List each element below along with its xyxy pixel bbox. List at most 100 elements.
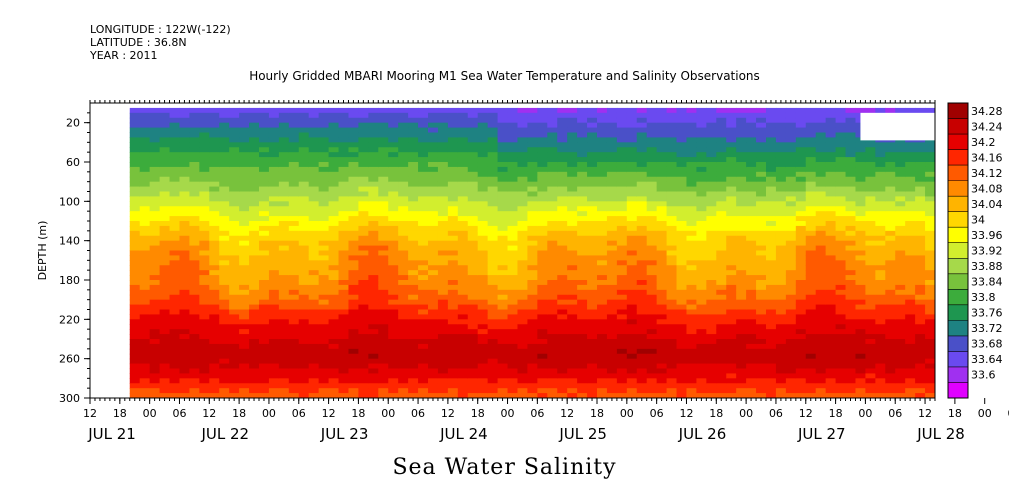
heatmap-cell: [179, 240, 191, 247]
heatmap-cell: [418, 171, 429, 178]
heatmap-cell: [408, 201, 419, 207]
heatmap-cell: [567, 137, 578, 143]
heatmap-cell: [229, 294, 240, 301]
heatmap-cell: [348, 137, 360, 143]
heatmap-cell: [606, 353, 618, 360]
heatmap-cell: [626, 284, 638, 291]
heatmap-cell: [219, 289, 230, 296]
heatmap-cell: [915, 235, 926, 242]
heatmap-cell: [865, 196, 876, 202]
heatmap-cell: [656, 314, 668, 320]
heatmap-cell: [467, 339, 479, 345]
heatmap-cell: [756, 383, 767, 389]
heatmap-cell: [159, 152, 171, 158]
heatmap-cell: [477, 171, 489, 178]
heatmap-cell: [418, 157, 429, 163]
heatmap-cell: [467, 211, 479, 217]
heatmap-cell: [646, 358, 658, 365]
heatmap-cell: [229, 157, 240, 163]
heatmap-cell: [646, 383, 658, 389]
heatmap-cell: [925, 373, 935, 379]
heatmap-cell: [278, 176, 290, 183]
heatmap-cell: [487, 255, 499, 261]
heatmap-cell: [865, 245, 876, 252]
heatmap-cell: [189, 206, 200, 212]
heatmap-cell: [447, 181, 459, 188]
heatmap-cell: [616, 280, 628, 286]
heatmap-cell: [477, 284, 489, 291]
heatmap-cell: [199, 250, 210, 257]
heatmap-cell: [497, 260, 509, 266]
heatmap-cell: [567, 348, 578, 355]
heatmap-cell: [686, 191, 698, 198]
heatmap-cell: [358, 270, 369, 276]
heatmap-cell: [268, 191, 280, 198]
heatmap-cell: [825, 186, 837, 193]
heatmap-cell: [785, 171, 797, 178]
heatmap-cell: [666, 211, 678, 217]
heatmap-cell: [626, 132, 638, 139]
heatmap-cell: [845, 353, 857, 360]
heatmap-cell: [805, 284, 817, 291]
heatmap-cell: [656, 176, 668, 183]
heatmap-cell: [895, 201, 906, 207]
heatmap-cell: [428, 363, 439, 370]
heatmap-cell: [517, 250, 529, 257]
heatmap-cell: [388, 299, 399, 306]
heatmap-cell: [447, 353, 459, 360]
heatmap-cell: [179, 245, 191, 252]
heatmap-cell: [716, 245, 727, 252]
heatmap-cell: [278, 221, 290, 227]
heatmap-cell: [746, 216, 757, 222]
heatmap-cell: [815, 343, 827, 350]
heatmap-cell: [785, 284, 797, 291]
heatmap-cell: [328, 137, 340, 143]
heatmap-cell: [805, 324, 817, 330]
heatmap-cell: [626, 250, 638, 257]
heatmap-cell: [736, 132, 747, 139]
heatmap-cell: [805, 339, 817, 345]
heatmap-cell: [358, 339, 369, 345]
heatmap-cell: [497, 309, 509, 316]
heatmap-cell: [219, 250, 230, 257]
heatmap-cell: [835, 265, 847, 271]
heatmap-cell: [875, 378, 886, 384]
heatmap-cell: [318, 201, 330, 207]
heatmap-cell: [577, 373, 588, 379]
heatmap-cell: [646, 191, 658, 198]
heatmap-cell: [815, 112, 827, 119]
heatmap-cell: [467, 270, 479, 276]
heatmap-cell: [159, 132, 171, 139]
heatmap-cell: [159, 176, 171, 183]
heatmap-cell: [497, 348, 509, 355]
heatmap-cell: [696, 225, 707, 232]
heatmap-cell: [597, 339, 608, 345]
heatmap-cell: [278, 240, 290, 247]
heatmap-cell: [567, 245, 578, 252]
heatmap-cell: [388, 319, 399, 325]
heatmap-cell: [766, 378, 777, 384]
heatmap-cell: [159, 319, 171, 325]
heatmap-cell: [179, 348, 191, 355]
heatmap-cell: [785, 393, 797, 398]
heatmap-cell: [179, 250, 191, 257]
heatmap-cell: [239, 309, 250, 316]
heatmap-cell: [865, 240, 876, 247]
heatmap-cell: [905, 378, 916, 384]
heatmap-cell: [259, 309, 270, 316]
heatmap-cell: [229, 373, 240, 379]
heatmap-cell: [726, 299, 737, 306]
heatmap-cell: [408, 181, 419, 188]
heatmap-cell: [557, 334, 568, 340]
heatmap-cell: [865, 181, 876, 188]
heatmap-cell: [199, 206, 210, 212]
heatmap-cell: [328, 280, 340, 286]
heatmap-cell: [537, 152, 548, 158]
heatmap-cell: [626, 393, 638, 398]
heatmap-cell: [318, 275, 330, 281]
heatmap-cell: [447, 211, 459, 217]
heatmap-cell: [199, 339, 210, 345]
heatmap-cell: [517, 117, 529, 124]
heatmap-cell: [268, 324, 280, 330]
heatmap-cell: [378, 388, 389, 394]
